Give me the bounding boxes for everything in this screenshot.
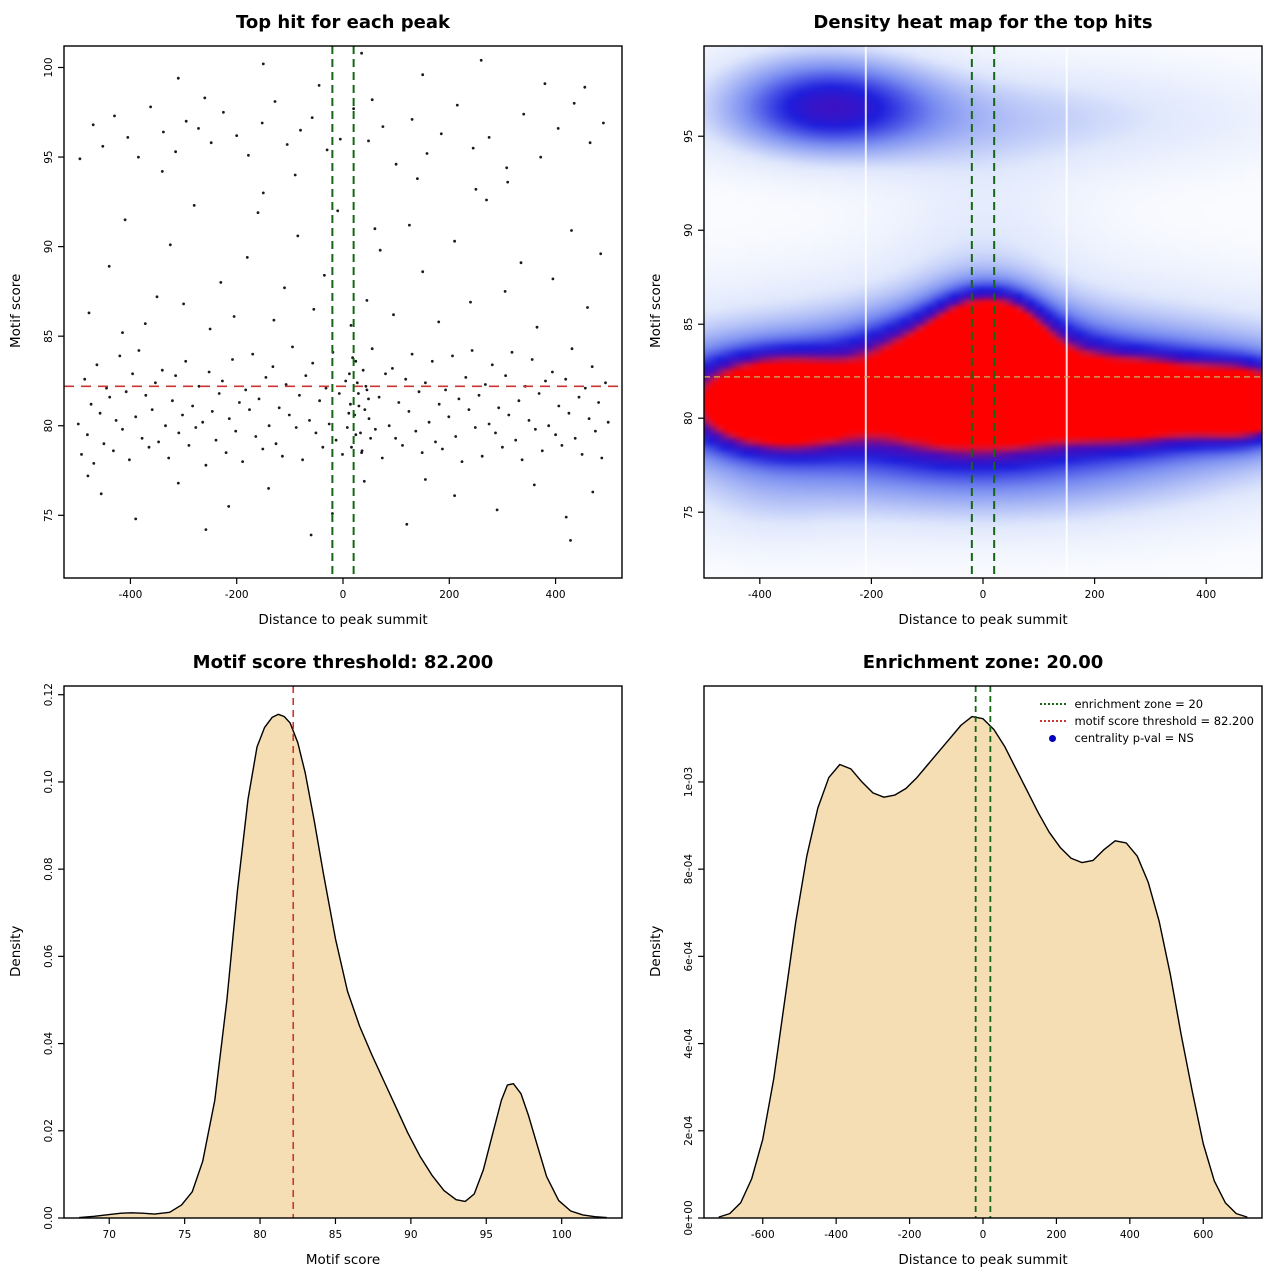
svg-text:90: 90 [43,240,55,253]
svg-text:-400: -400 [824,1229,848,1241]
legend: enrichment zone = 20 motif score thresho… [1040,694,1254,748]
red-dotted-line-swatch [1040,720,1067,722]
svg-text:0.04: 0.04 [43,1032,55,1056]
svg-text:90: 90 [683,224,695,237]
svg-text:0.00: 0.00 [43,1206,55,1229]
scatter-title: Top hit for each peak [236,12,450,33]
svg-text:-600: -600 [751,1229,775,1241]
svg-text:2e-04: 2e-04 [683,1115,695,1146]
svg-text:0.10: 0.10 [43,770,55,793]
svg-text:85: 85 [43,329,55,342]
svg-text:95: 95 [480,1229,493,1241]
svg-text:400: 400 [1196,589,1216,601]
svg-text:85: 85 [683,318,695,331]
svg-text:70: 70 [103,1229,116,1241]
scatter-y-axis-label: Motif score [8,273,24,349]
svg-text:0: 0 [980,1229,987,1241]
legend-item-score-threshold: motif score threshold = 82.200 [1040,714,1254,728]
heatmap-y-axis-label: Motif score [648,273,664,349]
svg-text:85: 85 [329,1229,342,1241]
svg-text:0.08: 0.08 [43,857,55,880]
heatmap-plot-canvas: -400 -200 0 200 400 75 80 85 90 95 [683,45,1263,601]
blue-dot-swatch [1049,734,1057,742]
score-density-plot-canvas: 70 75 80 85 90 95 100 0.00 0.02 0.04 0.06 0.08 0.10 0… [43,683,623,1241]
svg-text:400: 400 [1120,1229,1140,1241]
heatmap-x-axis-label: Distance to peak summit [898,612,1068,628]
svg-text:95: 95 [43,150,55,163]
svg-text:200: 200 [1085,589,1105,601]
svg-text:95: 95 [683,130,695,143]
svg-text:-400: -400 [748,589,772,601]
svg-text:200: 200 [439,589,459,601]
legend-label: centrality p-val = NS [1074,731,1194,745]
svg-text:0.12: 0.12 [43,683,55,706]
svg-text:-200: -200 [859,589,883,601]
legend-label: motif score threshold = 82.200 [1074,714,1254,728]
scatter-x-axis-label: Distance to peak summit [258,612,428,628]
svg-text:1e-03: 1e-03 [683,767,695,797]
density-heatmap-image [704,46,1262,578]
svg-text:80: 80 [43,419,55,432]
scatter-plot-canvas: -400 -200 0 200 400 75 80 85 90 95 100 [43,45,623,601]
svg-text:80: 80 [683,412,695,425]
score-density-x-axis-label: Motif score [305,1252,381,1268]
svg-text:0: 0 [980,589,987,601]
enrichment-zone-panel: -600 -400 -200 0 200 400 600 0e+00 2e-04 4e-04 6e-… [640,640,1280,1280]
scatter-panel: -400 -200 0 200 400 75 80 85 90 95 100 Top hit for… [0,0,640,640]
svg-text:-400: -400 [119,589,143,601]
enrichment-zone-y-axis-label: Density [648,925,664,977]
enrichment-zone-plot-canvas: -600 -400 -200 0 200 400 600 0e+00 2e-04 4e-04 6e-… [683,685,1263,1241]
svg-text:0.02: 0.02 [43,1119,55,1142]
legend-label: enrichment zone = 20 [1074,697,1204,711]
svg-text:80: 80 [253,1229,266,1241]
svg-text:-200: -200 [225,589,249,601]
heatmap-panel: -400 -200 0 200 400 75 80 85 90 95 Density heat m… [640,0,1280,640]
svg-text:400: 400 [546,589,566,601]
svg-text:90: 90 [404,1229,417,1241]
svg-text:100: 100 [552,1229,572,1241]
legend-item-enrichment-zone: enrichment zone = 20 [1040,697,1254,711]
heatmap-title: Density heat map for the top hits [813,12,1153,33]
score-density-y-axis-label: Density [8,925,24,977]
score-density-title: Motif score threshold: 82.200 [192,652,494,673]
svg-text:4e-04: 4e-04 [683,1028,695,1059]
green-dotted-line-swatch [1040,703,1067,705]
svg-text:-200: -200 [898,1229,922,1241]
svg-text:6e-04: 6e-04 [683,941,695,972]
legend-item-centrality-pval: centrality p-val = NS [1040,731,1254,745]
svg-text:8e-04: 8e-04 [683,854,695,885]
svg-text:75: 75 [43,509,55,522]
svg-text:100: 100 [43,57,55,77]
score-density-panel: 70 75 80 85 90 95 100 0.00 0.02 0.04 0.06 0.08 0.10 0… [0,640,640,1280]
enrichment-zone-x-axis-label: Distance to peak summit [898,1252,1068,1268]
svg-text:75: 75 [683,506,695,519]
svg-text:0e+00: 0e+00 [683,1200,695,1235]
enrichment-zone-title: Enrichment zone: 20.00 [862,652,1104,673]
svg-text:600: 600 [1193,1229,1213,1241]
svg-text:0: 0 [340,589,347,601]
svg-text:0.06: 0.06 [43,944,55,968]
svg-text:75: 75 [178,1229,191,1241]
svg-text:200: 200 [1046,1229,1066,1241]
